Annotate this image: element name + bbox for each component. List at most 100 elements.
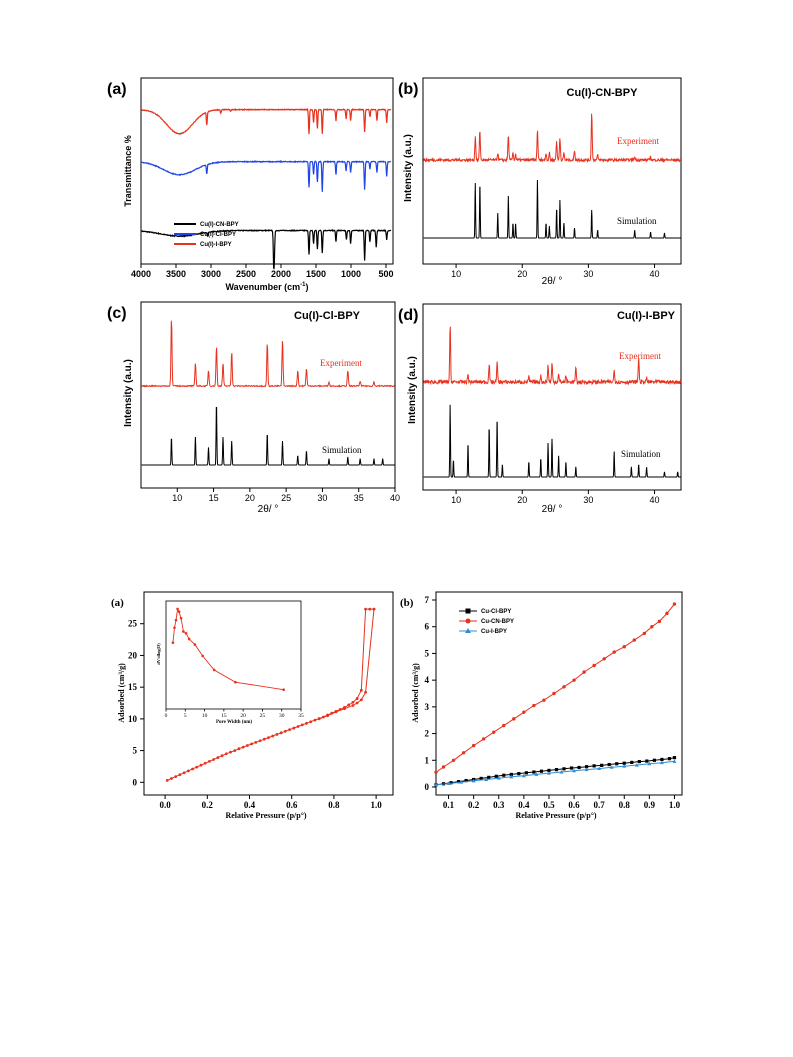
Cu-Cl-BPY-point: [517, 772, 521, 776]
experiment-line: [423, 113, 682, 164]
xrd-i-panel: (d) Cu(I)-I-BPY Intensity (a.u.) Experim…: [398, 303, 682, 515]
x-tick-label: 0.2: [202, 800, 214, 810]
Cu-Cl-BPY-point: [652, 758, 656, 762]
Cu-CN-BPY-point: [602, 657, 606, 661]
adsorption-point: [267, 736, 270, 739]
desorption-point: [355, 701, 359, 705]
adsorption-point: [275, 733, 279, 736]
adsorption-point: [186, 769, 190, 773]
x-tick-label: 20: [245, 493, 255, 503]
Cu-CN-BPY-point: [512, 717, 516, 721]
y-tick-label: 7: [425, 595, 430, 605]
bet-a-ylabel: Adsorbed (cm³/g): [117, 663, 126, 723]
inset-point: [177, 610, 181, 613]
Cu-Cl-BPY-point: [592, 764, 596, 768]
inset-point: [201, 654, 204, 658]
x-tick-label: 10: [451, 495, 461, 505]
adsorption-point: [233, 749, 237, 752]
xrd-i-frame: [422, 303, 682, 491]
adsorption-point: [351, 700, 355, 704]
xrd-cl-frame: [140, 301, 396, 489]
adsorption-point: [271, 734, 275, 738]
ftir-x-tick-label: 2500: [236, 269, 256, 279]
y-tick-label: 15: [128, 682, 138, 692]
Cu-CN-BPY-point: [461, 751, 466, 755]
adsorption-point: [355, 697, 359, 700]
Cu-Cl-BPY-point: [667, 757, 672, 761]
x-tick-label: 0.4: [244, 800, 256, 810]
experiment-line: [141, 320, 395, 388]
inset-axes: 0 5 10 15 20 25 30 35: [165, 709, 304, 719]
inset-x-tick-label: 15: [221, 713, 227, 719]
adsorption-point: [195, 765, 199, 769]
adsorption-point: [208, 759, 211, 763]
Cu-CN-BPY-point: [542, 698, 546, 702]
inset-x-tick-label: 35: [298, 713, 304, 719]
Cu-I-BPY-point: [509, 774, 514, 779]
bet-b-frame: [435, 591, 683, 796]
inset-point: [173, 626, 176, 629]
x-tick-label: 0.4: [518, 800, 530, 810]
Cu-I-BPY-point: [672, 759, 677, 763]
adsorption-point: [203, 761, 207, 765]
y-tick-label: 3: [425, 702, 430, 712]
x-tick-label: 0.9: [644, 800, 656, 810]
Cu-Cl-BPY-point: [577, 765, 581, 770]
inset-point: [184, 632, 188, 635]
inset-point: [187, 637, 191, 641]
legend-marker-i: [465, 628, 471, 633]
xrd-cl-panel: (c) Cu(I)-Cl-BPY Intensity (a.u.) Experi…: [107, 301, 400, 515]
bet-a-axes: 0.0 0.2 0.4 0.6 0.8 1.0 0 5 10 15 20 25: [128, 619, 382, 810]
x-tick-label: 0.1: [443, 800, 455, 810]
xrd-cn-x-ticks: 10 20 30 40: [451, 264, 660, 279]
bet-b-legend: Cu-Cl-BPY Cu-CN-BPY Cu-I-BPY: [459, 608, 514, 635]
adsorption-point: [165, 779, 169, 782]
ftir-frame: [140, 77, 394, 265]
xrd-cn-ylabel: Intensity (a.u.): [403, 134, 414, 202]
Cu-I-BPY-point: [546, 771, 551, 775]
xrd-cn-panel: (b) Cu(I)-CN-BPY Intensity (a.u.) Experi…: [398, 77, 682, 287]
Cu-Cl-BPY-point: [600, 763, 604, 767]
adsorption-point: [279, 731, 283, 735]
Cu-CN-BPY-point: [522, 710, 526, 714]
Cu-I-BPY-point: [471, 778, 476, 783]
ftir-x-tick-label: 4000: [131, 269, 151, 279]
Cu-Cl-BPY-point: [464, 778, 468, 783]
x-tick-label: 1.0: [370, 800, 382, 810]
y-tick-label: 5: [425, 648, 430, 658]
inset-point: [174, 618, 178, 622]
Cu-Cl-BPY-point: [532, 770, 536, 774]
Cu-CN-BPY-point: [650, 625, 654, 629]
xrd-cl-series: [141, 320, 395, 466]
Cu-Cl-BPY-point: [672, 756, 677, 760]
Cu-Cl-BPY-point: [479, 776, 483, 781]
y-tick-label: 20: [128, 650, 138, 660]
legend-label-i: Cu-I-BPY: [481, 629, 507, 635]
adsorption-point: [347, 703, 351, 707]
inset-x-tick-label: 10: [202, 713, 208, 719]
Cu-CN-BPY-point: [492, 730, 496, 734]
desorption-point: [343, 707, 346, 711]
Cu-Cl-BPY-point: [645, 759, 649, 763]
legend-label-cl: Cu(I)-Cl-BPY: [200, 232, 236, 238]
adsorption-point: [368, 607, 372, 611]
ftir-x-tick-label: 3000: [201, 269, 221, 279]
x-tick-label: 0.8: [328, 800, 340, 810]
x-tick-label: 10: [451, 269, 461, 279]
Cu-I-BPY-point: [584, 767, 589, 772]
bet-b-axes: 0.1 0.2 0.3 0.4 0.5 0.6 0.7 0.8 0.9 1.0 0 1 2 3 4 5 6 7: [425, 595, 681, 810]
Cu-I-BPY-point: [446, 781, 451, 786]
inset-point: [193, 643, 197, 646]
Cu-CN-BPY-point: [612, 650, 616, 654]
x-tick-label: 1.0: [669, 800, 681, 810]
Cu-Cl-BPY-point: [554, 768, 559, 772]
bet-a-inset: dV/dlog(D) Pore Width (nm) 0 5 10 15 20 25 30 3…: [156, 600, 304, 725]
desorption-line: [318, 609, 375, 720]
adsorption-point: [212, 758, 216, 761]
Cu-I-BPY-point: [534, 772, 539, 776]
Cu-Cl-BPY-point: [547, 768, 551, 773]
y-tick-label: 2: [425, 729, 430, 739]
desorption-point: [317, 717, 321, 721]
Cu-Cl-BPY-point: [502, 773, 506, 777]
